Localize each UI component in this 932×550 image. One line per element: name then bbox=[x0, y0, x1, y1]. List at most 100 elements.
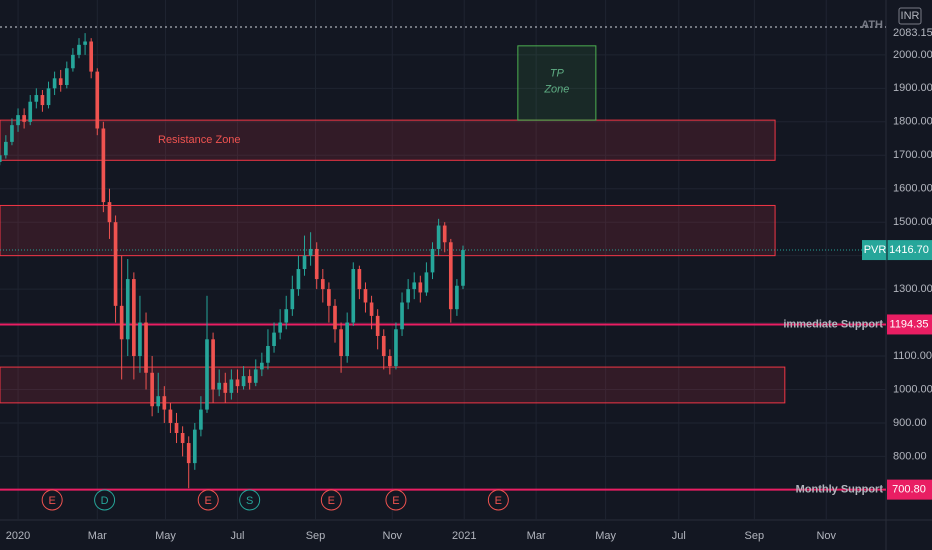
candle-body bbox=[333, 305, 337, 330]
candle-body bbox=[363, 289, 368, 303]
y-tick-label: 1100.00 bbox=[893, 350, 932, 362]
candle-body bbox=[10, 125, 14, 142]
candle-body bbox=[430, 248, 435, 273]
y-tick-label: 1000.00 bbox=[893, 383, 932, 395]
candle-body bbox=[16, 115, 20, 126]
candle-body bbox=[412, 282, 417, 290]
candle-body bbox=[46, 88, 51, 106]
candle-body bbox=[241, 376, 246, 387]
y-tick-label: 1700.00 bbox=[893, 149, 932, 161]
candle-body bbox=[327, 289, 331, 306]
event-marker bbox=[487, 489, 509, 511]
candle-body bbox=[52, 78, 57, 89]
candle-body bbox=[247, 376, 252, 383]
y-tick-label: 1800.00 bbox=[893, 116, 932, 128]
candle-body bbox=[302, 255, 307, 270]
zone-label: Zone bbox=[543, 84, 569, 96]
last-price: 1416.70 bbox=[889, 244, 929, 256]
ath-value: 2083.15 bbox=[893, 27, 932, 39]
candle-body bbox=[369, 302, 374, 316]
support-value-box bbox=[887, 479, 932, 500]
zone bbox=[0, 119, 776, 161]
candle-body bbox=[351, 269, 356, 323]
x-tick-label: Nov bbox=[816, 530, 836, 542]
event-label: E bbox=[49, 495, 56, 507]
candle-body bbox=[22, 115, 26, 122]
support-name: Monthly Support bbox=[796, 484, 884, 496]
event-marker bbox=[197, 489, 219, 511]
x-tick-label: May bbox=[595, 530, 616, 542]
candle-body bbox=[375, 315, 380, 336]
candle-body bbox=[168, 409, 173, 423]
candle-body bbox=[199, 409, 203, 430]
event-label: E bbox=[392, 495, 399, 507]
y-tick-label: 900.00 bbox=[893, 417, 927, 429]
event-label: S bbox=[246, 495, 253, 507]
candle-body bbox=[418, 282, 423, 293]
zone bbox=[0, 366, 786, 404]
event-label: E bbox=[328, 495, 335, 507]
candle-body bbox=[34, 95, 39, 102]
event-marker bbox=[94, 489, 116, 511]
support-value: 1194.35 bbox=[890, 318, 929, 330]
candle-body bbox=[345, 322, 350, 357]
support-name: immediate Support bbox=[783, 318, 883, 330]
event-label: E bbox=[205, 495, 212, 507]
candle-body bbox=[455, 285, 459, 310]
candle-body bbox=[150, 372, 154, 407]
y-tick-label: 1600.00 bbox=[893, 183, 932, 195]
event-label: E bbox=[495, 495, 502, 507]
candle-body bbox=[357, 269, 362, 290]
x-tick-label: Mar bbox=[527, 530, 546, 542]
x-tick-label: Jul bbox=[230, 530, 244, 542]
candle-body bbox=[0, 155, 2, 162]
currency: INR bbox=[901, 10, 920, 22]
candle-body bbox=[296, 269, 301, 290]
x-tick-label: Mar bbox=[88, 530, 107, 542]
candle-body bbox=[205, 339, 209, 410]
candle-body bbox=[89, 41, 94, 72]
symbol: PVR bbox=[864, 244, 887, 256]
support-value-box bbox=[887, 314, 932, 335]
candle-body bbox=[144, 322, 148, 373]
candle-body bbox=[71, 54, 75, 69]
candle-body bbox=[40, 95, 45, 106]
event-marker bbox=[41, 489, 63, 511]
x-tick-label: Sep bbox=[745, 530, 765, 542]
candle-body bbox=[436, 225, 441, 249]
candle-body bbox=[132, 279, 136, 357]
candle-body bbox=[339, 329, 343, 357]
x-tick-label: 2020 bbox=[6, 530, 30, 542]
candle-body bbox=[125, 279, 130, 340]
candle-body bbox=[272, 332, 276, 346]
candle-body bbox=[266, 345, 270, 363]
candle-body bbox=[394, 329, 398, 367]
zone bbox=[0, 204, 776, 257]
zone-label: TP bbox=[550, 68, 565, 80]
event-marker bbox=[239, 489, 261, 511]
candle-body bbox=[186, 443, 191, 464]
y-tick-label: 1500.00 bbox=[893, 216, 932, 228]
candle-body bbox=[174, 422, 179, 433]
y-tick-label: 800.00 bbox=[893, 450, 927, 462]
event-label: D bbox=[101, 495, 109, 507]
x-tick-label: 2021 bbox=[452, 530, 476, 542]
candle-body bbox=[180, 432, 185, 444]
candle-body bbox=[442, 225, 447, 243]
candle-body bbox=[229, 379, 234, 393]
candle-body bbox=[77, 44, 81, 55]
candle-body bbox=[107, 202, 112, 223]
candle-body bbox=[406, 289, 410, 303]
candle-body bbox=[448, 242, 453, 310]
candle-body bbox=[320, 279, 325, 290]
candle-body bbox=[217, 382, 222, 390]
candle-body bbox=[138, 322, 142, 357]
candle-body bbox=[284, 309, 289, 323]
candle-body bbox=[28, 101, 33, 122]
candle-body bbox=[308, 248, 313, 256]
support-value: 700.80 bbox=[892, 484, 926, 496]
candle-body bbox=[314, 248, 319, 280]
candle-body bbox=[211, 339, 215, 390]
